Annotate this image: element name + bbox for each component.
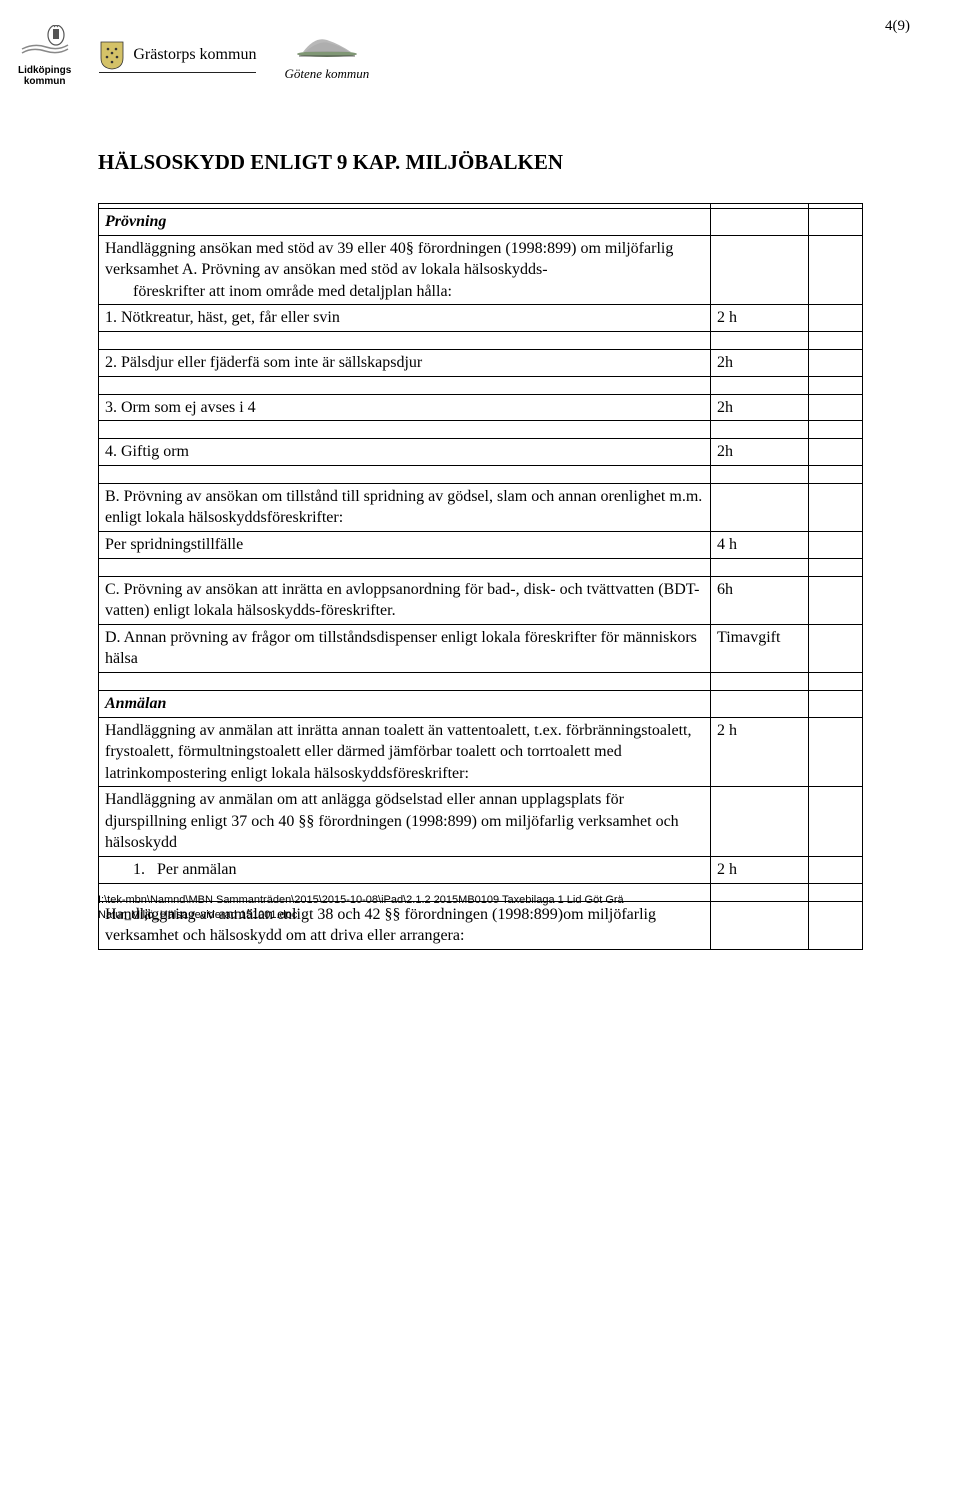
row-anmalan-2: Handläggning av anmälan om att anlägga g…	[99, 787, 711, 857]
gotene-label: Götene kommun	[284, 66, 369, 82]
page-number: 4(9)	[885, 18, 910, 35]
row-anmalan-1: Handläggning av anmälan att inrätta anna…	[99, 717, 711, 787]
page-title: HÄLSOSKYDD ENLIGT 9 KAP. MILJÖBALKEN	[98, 150, 862, 175]
grastorp-label: Grästorps kommun	[133, 46, 256, 64]
row-d-val: Timavgift	[711, 624, 809, 672]
row-d: D. Annan prövning av frågor om tillstånd…	[99, 624, 711, 672]
fee-table: Prövning Handläggning ansökan med stöd a…	[98, 203, 863, 950]
row-a2: 2. Pälsdjur eller fjäderfä som inte är s…	[99, 349, 711, 376]
lidkoping-crest-icon	[20, 25, 70, 57]
lidkoping-label: Lidköpings kommun	[18, 65, 71, 87]
gotene-logo: Götene kommun	[284, 30, 369, 82]
row-a1: 1. Nötkreatur, häst, get, får eller svin	[99, 305, 711, 332]
row-a4-val: 2h	[711, 439, 809, 466]
row-a3-val: 2h	[711, 394, 809, 421]
row-anmalan-2-val: 2 h	[711, 857, 809, 884]
row-anmalan-1-val: 2 h	[711, 717, 809, 787]
row-b-per: Per spridningstillfälle	[99, 531, 711, 558]
section-header-anmalan: Anmälan	[105, 695, 166, 712]
logo-bar: Lidköpings kommun Grästorps kommun	[0, 0, 960, 90]
row-a-intro: Handläggning ansökan med stöd av 39 elle…	[99, 235, 711, 305]
row-c-val: 6h	[711, 576, 809, 624]
row-b: B. Prövning av ansökan om tillstånd till…	[99, 483, 711, 531]
row-a1-val: 2 h	[711, 305, 809, 332]
row-a2-val: 2h	[711, 349, 809, 376]
lidkoping-logo: Lidköpings kommun	[18, 25, 71, 87]
main-content: HÄLSOSKYDD ENLIGT 9 KAP. MILJÖBALKEN Prö…	[0, 90, 960, 950]
row-a4: 4. Giftig orm	[99, 439, 711, 466]
grastorp-crest-icon	[99, 40, 125, 70]
footer-path: I:\tek-mbn\Namnd\MBN Sammanträden\2015\2…	[98, 893, 624, 922]
grastorp-logo: Grästorps kommun	[99, 40, 256, 73]
row-a3: 3. Orm som ej avses i 4	[99, 394, 711, 421]
gotene-crest-icon	[295, 30, 359, 58]
row-c: C. Prövning av ansökan att inrätta en av…	[99, 576, 711, 624]
row-b-val: 4 h	[711, 531, 809, 558]
row-anmalan-2-sub: 1. Per anmälan	[99, 857, 711, 884]
section-header-provning: Prövning	[105, 213, 166, 230]
